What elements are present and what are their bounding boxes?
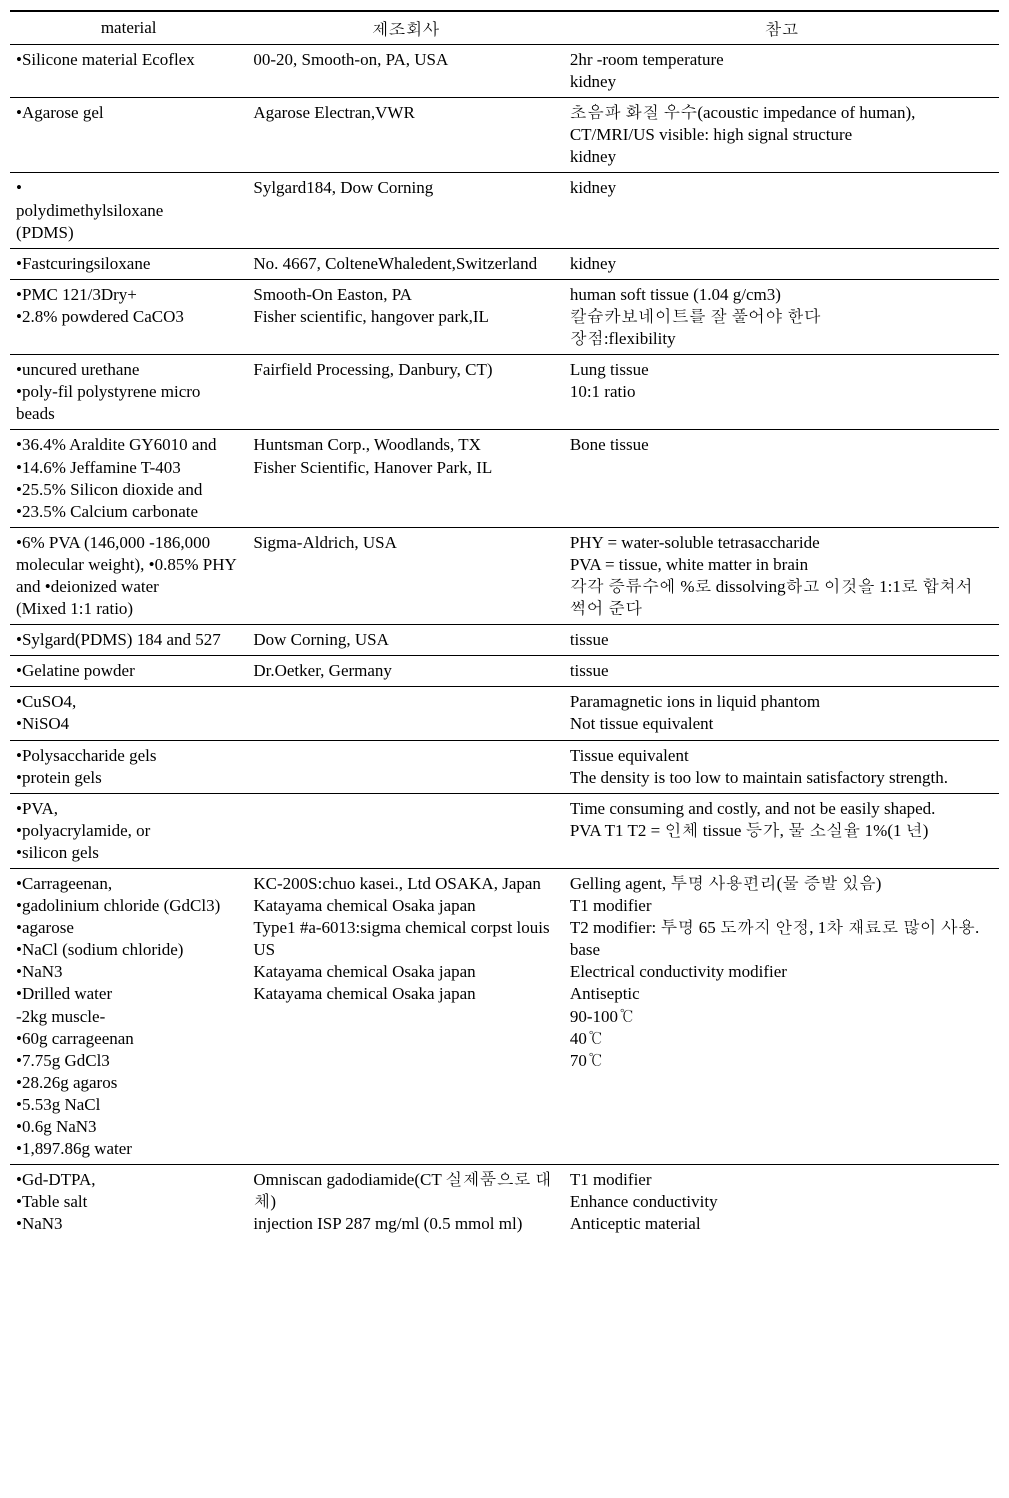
cell-note: kidney [564,248,999,279]
cell-note: 초음파 화질 우수(acoustic impedance of human), … [564,98,999,173]
cell-manufacturer: Fairfield Processing, Danbury, CT) [247,355,563,430]
table-row: •FastcuringsiloxaneNo. 4667, ColteneWhal… [10,248,999,279]
cell-material: •6% PVA (146,000 -186,000 molecular weig… [10,527,247,624]
table-row: •Carrageenan, •gadolinium chloride (GdCl… [10,869,999,1165]
materials-table: material 제조회사 참고 •Silicone material Ecof… [10,10,999,1240]
header-note: 참고 [564,11,999,45]
header-material: material [10,11,247,45]
cell-manufacturer: Huntsman Corp., Woodlands, TX Fisher Sci… [247,430,563,527]
table-row: •Gd-DTPA, •Table salt •NaN3Omniscan gado… [10,1165,999,1240]
cell-material: •uncured urethane •poly-fil polystyrene … [10,355,247,430]
cell-material: •Agarose gel [10,98,247,173]
cell-material: •Polysaccharide gels •protein gels [10,740,247,793]
table-row: •36.4% Araldite GY6010 and •14.6% Jeffam… [10,430,999,527]
cell-manufacturer: Sigma-Aldrich, USA [247,527,563,624]
cell-material: •Fastcuringsiloxane [10,248,247,279]
cell-manufacturer: Omniscan gadodiamide(CT 실제품으로 대체) inject… [247,1165,563,1240]
cell-manufacturer: KC-200S:chuo kasei., Ltd OSAKA, Japan Ka… [247,869,563,1165]
cell-note: 2hr -room temperature kidney [564,45,999,98]
cell-material: •Silicone material Ecoflex [10,45,247,98]
cell-material: •PMC 121/3Dry+ •2.8% powdered CaCO3 [10,279,247,354]
table-row: •Gelatine powderDr.Oetker, Germanytissue [10,656,999,687]
cell-note: PHY = water-soluble tetrasaccharide PVA … [564,527,999,624]
cell-note: Tissue equivalent The density is too low… [564,740,999,793]
cell-note: Paramagnetic ions in liquid phantom Not … [564,687,999,740]
cell-material: •Gd-DTPA, •Table salt •NaN3 [10,1165,247,1240]
cell-note: Lung tissue 10:1 ratio [564,355,999,430]
cell-manufacturer: Dr.Oetker, Germany [247,656,563,687]
cell-note: tissue [564,625,999,656]
cell-material: •Gelatine powder [10,656,247,687]
table-row: •PVA, •polyacrylamide, or •silicon gels T… [10,793,999,868]
cell-manufacturer [247,740,563,793]
table-row: •Sylgard(PDMS) 184 and 527Dow Corning, U… [10,625,999,656]
table-row: •6% PVA (146,000 -186,000 molecular weig… [10,527,999,624]
cell-manufacturer [247,793,563,868]
table-row: •Silicone material Ecoflex00-20, Smooth-… [10,45,999,98]
table-header-row: material 제조회사 참고 [10,11,999,45]
cell-manufacturer: Smooth-On Easton, PA Fisher scientific, … [247,279,563,354]
cell-note: Bone tissue [564,430,999,527]
table-row: •CuSO4, •NiSO4 Paramagnetic ions in liqui… [10,687,999,740]
table-row: •uncured urethane •poly-fil polystyrene … [10,355,999,430]
cell-manufacturer: 00-20, Smooth-on, PA, USA [247,45,563,98]
cell-material: •36.4% Araldite GY6010 and •14.6% Jeffam… [10,430,247,527]
cell-manufacturer: Dow Corning, USA [247,625,563,656]
cell-material: •Carrageenan, •gadolinium chloride (GdCl… [10,869,247,1165]
cell-note: T1 modifier Enhance conductivity Anticep… [564,1165,999,1240]
table-row: •PMC 121/3Dry+ •2.8% powdered CaCO3Smoot… [10,279,999,354]
cell-manufacturer [247,687,563,740]
cell-material: •Sylgard(PDMS) 184 and 527 [10,625,247,656]
cell-note: Gelling agent, 투명 사용편리(물 증발 있음) T1 modif… [564,869,999,1165]
table-row: •Polysaccharide gels •protein gels Tissue… [10,740,999,793]
cell-note: Time consuming and costly, and not be ea… [564,793,999,868]
cell-material: • polydimethylsiloxane (PDMS) [10,173,247,248]
cell-note: kidney [564,173,999,248]
table-row: • polydimethylsiloxane (PDMS)Sylgard184,… [10,173,999,248]
cell-manufacturer: Agarose Electran,VWR [247,98,563,173]
cell-manufacturer: No. 4667, ColteneWhaledent,Switzerland [247,248,563,279]
cell-note: tissue [564,656,999,687]
cell-material: •PVA, •polyacrylamide, or •silicon gels [10,793,247,868]
table-row: •Agarose gelAgarose Electran,VWR초음파 화질 우… [10,98,999,173]
header-manufacturer: 제조회사 [247,11,563,45]
cell-note: human soft tissue (1.04 g/cm3) 칼슘카보네이트를 … [564,279,999,354]
cell-material: •CuSO4, •NiSO4 [10,687,247,740]
cell-manufacturer: Sylgard184, Dow Corning [247,173,563,248]
